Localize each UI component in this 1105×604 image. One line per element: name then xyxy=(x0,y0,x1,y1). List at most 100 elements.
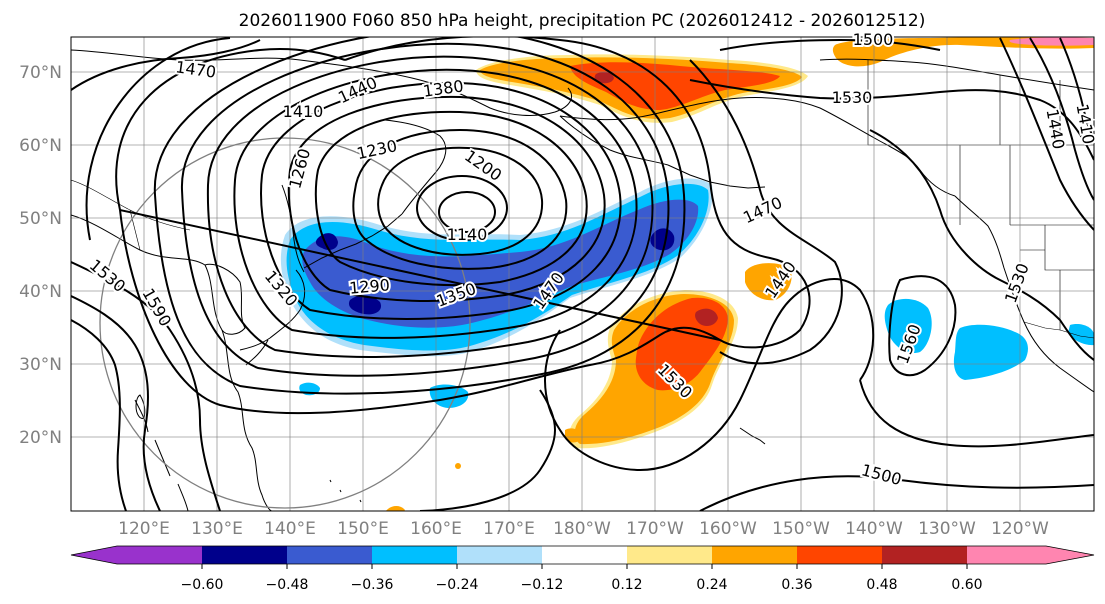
colorbar-tick-label: 0.60 xyxy=(951,577,982,593)
contour-1200 xyxy=(377,146,544,256)
precip-central-dark-red xyxy=(695,308,718,326)
latitude-labels: 70°N 60°N 50°N 40°N 30°N 20°N xyxy=(19,63,62,448)
graticule xyxy=(71,37,1094,511)
precip-navy-patch-1 xyxy=(348,295,382,315)
contour-label: 1530 xyxy=(832,88,873,107)
lon-label-150e: 150°E xyxy=(337,519,389,539)
colorbar-segment xyxy=(287,546,373,564)
lon-label-170w: 170°W xyxy=(626,519,684,539)
lon-label-130w: 130°W xyxy=(918,519,976,539)
coast-hawaii xyxy=(739,427,766,445)
contour-1470-main xyxy=(115,37,811,415)
contour-trough-east-3 xyxy=(1059,37,1094,141)
colorbar-tick-label: 0.12 xyxy=(611,577,642,593)
precip-south-orange-1 xyxy=(385,506,405,511)
figure-title: 2026011900 F060 850 hPa height, precipit… xyxy=(239,11,926,31)
contour-1350 xyxy=(233,68,638,339)
contour-label: 1140 xyxy=(447,225,488,244)
colorbar-tick-label: 0.36 xyxy=(781,577,812,593)
lat-label-50n: 50°N xyxy=(19,209,62,229)
colorbar-segment xyxy=(117,546,203,564)
lat-label-70n: 70°N xyxy=(19,63,62,83)
precip-arctic-red xyxy=(570,62,780,110)
colorbar-outline xyxy=(70,545,1095,565)
lat-label-40n: 40°N xyxy=(19,282,62,302)
contour-trough-east-1 xyxy=(999,37,1094,231)
map-frame xyxy=(70,36,1095,512)
lat-label-30n: 30°N xyxy=(19,355,62,375)
contour-label: 1290 xyxy=(348,275,390,297)
lon-label-120e: 120°E xyxy=(118,519,170,539)
precip-south-orange-2 xyxy=(565,428,582,443)
colorbar xyxy=(70,545,1095,565)
contour-1500-north xyxy=(719,38,941,51)
precip-arctic-dark-red xyxy=(594,71,614,84)
coast-micronesia-dots xyxy=(329,479,362,503)
colorbar-segment xyxy=(457,546,543,564)
lon-label-140e: 140°E xyxy=(264,519,316,539)
colorbar-tick-label: −0.36 xyxy=(351,577,394,593)
contour-1530-north xyxy=(689,79,1094,161)
lon-label-160e: 160°E xyxy=(410,519,462,539)
contour-1500-south xyxy=(699,475,1094,511)
contour-1410 xyxy=(180,42,670,377)
contour-1140 xyxy=(438,191,496,233)
precip-navy-patch-3 xyxy=(315,233,338,250)
lon-label-180w: 180°W xyxy=(553,519,611,539)
colorbar-segment xyxy=(967,546,1047,564)
coast-east-asia xyxy=(71,214,273,511)
colorbar-segment xyxy=(542,546,628,564)
contour-label: 1500 xyxy=(853,30,894,49)
contour-1530-east xyxy=(859,129,1094,448)
colorbar-segment xyxy=(712,546,798,564)
longitude-labels: 120°E 130°E 140°E 150°E 160°E 170°E 180°… xyxy=(118,519,1049,539)
lon-label-150w: 150°W xyxy=(772,519,830,539)
precip-positive-shading xyxy=(385,37,1094,511)
precip-dot xyxy=(455,463,461,469)
lon-label-130e: 130°E xyxy=(191,519,243,539)
contour-1560-west xyxy=(71,295,161,511)
contour-1290 xyxy=(287,95,606,303)
precip-eastern-blue-2 xyxy=(953,324,1028,380)
colorbar-tick-label: 0.24 xyxy=(696,577,727,593)
colorbar-tick-label: −0.60 xyxy=(181,577,224,593)
coast-kamchatka xyxy=(384,119,447,215)
range-circle xyxy=(99,137,471,509)
colorbar-segment xyxy=(627,546,713,564)
contour-1470-outer xyxy=(71,39,261,91)
contour-1530-trough xyxy=(71,261,875,511)
lat-label-20n: 20°N xyxy=(19,428,62,448)
contour-label: 1410 xyxy=(283,102,324,121)
colorbar-extend-low xyxy=(71,546,118,564)
colorbar-tick-label: 0.48 xyxy=(866,577,897,593)
map-plot-area xyxy=(71,37,1094,511)
contour-1440 xyxy=(153,37,686,395)
lon-label-170e: 170°E xyxy=(483,519,535,539)
contour-1170 xyxy=(416,175,508,241)
lon-label-160w: 160°W xyxy=(699,519,757,539)
coast-aleutians xyxy=(667,164,766,189)
colorbar-segment xyxy=(202,546,288,564)
precip-small-blue-1 xyxy=(429,384,469,408)
colorbar-extend-high xyxy=(1046,546,1094,564)
contour-1230 xyxy=(352,128,568,270)
colorbar-tick-label: −0.12 xyxy=(521,577,564,593)
coast-korea xyxy=(204,263,246,335)
colorbar-tick-labels: −0.60 −0.48 −0.36 −0.24 −0.12 0.12 0.24 … xyxy=(181,564,983,593)
contour-1380 xyxy=(206,55,654,358)
height-contours xyxy=(71,37,1094,511)
coast-kuril-chain xyxy=(303,213,403,269)
lon-label-120w: 120°W xyxy=(991,519,1049,539)
precip-eastern-blue-1 xyxy=(884,298,932,354)
coast-north-america-west xyxy=(954,195,1094,393)
lon-label-140w: 140°W xyxy=(845,519,903,539)
colorbar-segment xyxy=(882,546,968,564)
contour-1260 xyxy=(314,110,588,287)
colorbar-segment xyxy=(797,546,883,564)
lat-label-60n: 60°N xyxy=(19,136,62,156)
colorbar-tick-label: −0.48 xyxy=(266,577,309,593)
coast-sakhalin xyxy=(281,184,305,273)
colorbar-tick-label: −0.24 xyxy=(436,577,479,593)
coast-north-america-north xyxy=(819,58,1094,91)
